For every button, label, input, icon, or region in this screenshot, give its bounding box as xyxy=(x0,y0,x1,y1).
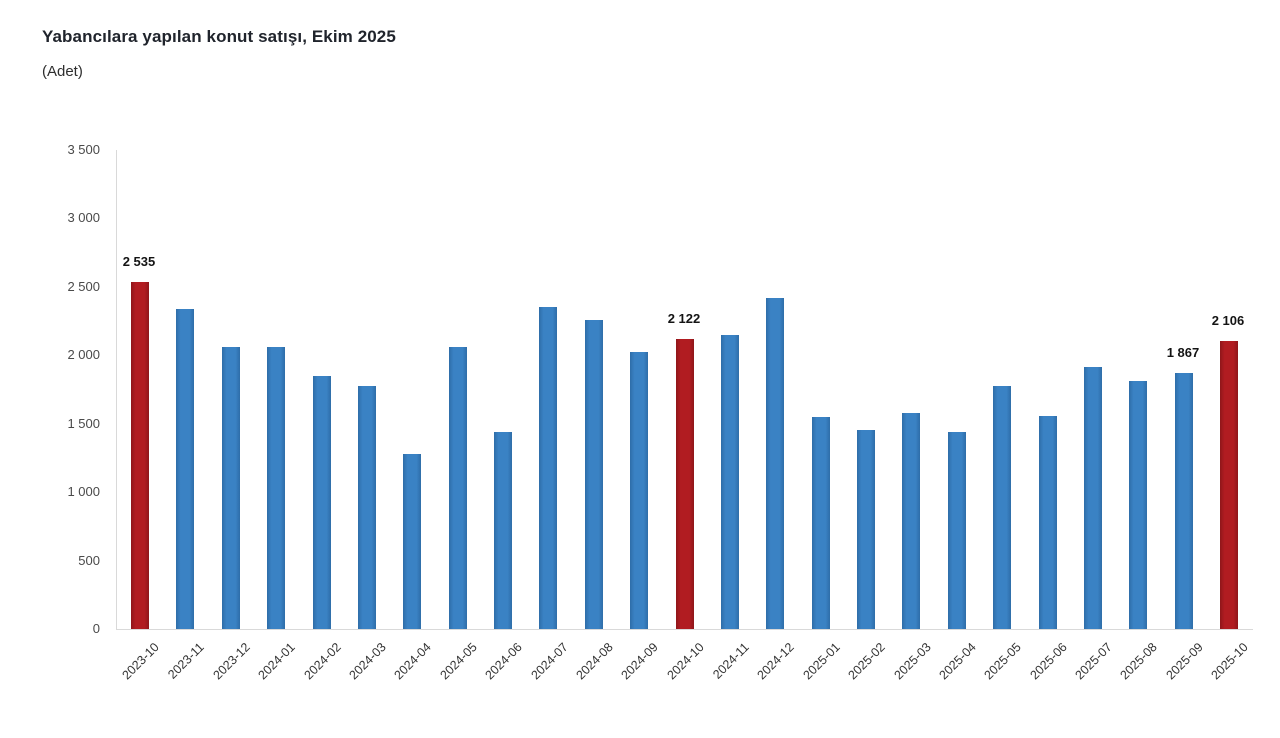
bar-2025-06 xyxy=(1039,416,1057,629)
y-tick-label: 3 500 xyxy=(67,142,100,157)
x-tick-label: 2025-02 xyxy=(845,640,888,683)
bar-2024-10 xyxy=(676,339,694,629)
x-tick-label: 2024-11 xyxy=(710,640,752,682)
x-tick-label: 2024-02 xyxy=(301,640,344,683)
bar-2025-01 xyxy=(812,417,830,629)
y-tick-label: 1 500 xyxy=(67,415,100,431)
x-tick-label: 2024-12 xyxy=(754,640,798,683)
x-tick-label: 2025-03 xyxy=(890,640,934,683)
bar-2025-03 xyxy=(902,413,920,629)
bar-2025-04 xyxy=(948,432,966,629)
bar-2025-10 xyxy=(1220,341,1238,629)
bar-2025-05 xyxy=(993,386,1011,629)
bar-2024-06 xyxy=(494,432,512,629)
x-tick-label: 2023-11 xyxy=(165,640,208,682)
bar-2025-07 xyxy=(1084,367,1102,629)
x-tick-label: 2024-06 xyxy=(482,640,525,683)
x-tick-label: 2025-01 xyxy=(800,640,843,683)
x-tick-label: 2025-05 xyxy=(981,640,1025,683)
bar-2025-02 xyxy=(857,430,875,629)
chart-subtitle: (Adet) xyxy=(42,63,83,80)
bar-value-label-2025-10: 2 106 xyxy=(1211,313,1245,328)
bar-value-label-2024-10: 2 122 xyxy=(667,311,701,326)
x-tick-label: 2025-10 xyxy=(1208,640,1251,683)
bar-chart-plot-area xyxy=(116,150,1253,630)
bar-2024-08 xyxy=(585,320,603,629)
y-tick-label: 0 xyxy=(92,621,100,636)
x-tick-label: 2024-01 xyxy=(255,640,299,683)
x-tick-label: 2024-07 xyxy=(527,640,571,683)
x-tick-label: 2024-09 xyxy=(618,640,662,683)
bar-2024-01 xyxy=(267,347,285,629)
bar-2024-02 xyxy=(313,376,331,629)
bar-2025-08 xyxy=(1129,381,1147,629)
bar-2024-03 xyxy=(358,386,376,629)
bar-2025-09 xyxy=(1175,373,1193,629)
x-tick-label: 2023-12 xyxy=(210,640,253,683)
x-tick-label: 2024-10 xyxy=(664,640,707,683)
bar-2024-11 xyxy=(721,335,739,629)
bar-2024-12 xyxy=(766,298,784,629)
x-tick-label: 2025-08 xyxy=(1117,640,1161,683)
bar-2023-10 xyxy=(131,282,149,629)
x-tick-label: 2025-07 xyxy=(1072,640,1115,683)
x-tick-label: 2024-08 xyxy=(573,640,616,683)
x-tick-label: 2024-03 xyxy=(346,640,389,683)
bar-2024-07 xyxy=(539,307,557,629)
y-tick-label: 1 000 xyxy=(67,484,100,500)
bar-value-label-2025-09: 1 867 xyxy=(1166,345,1200,360)
bar-2023-11 xyxy=(176,309,194,629)
y-tick-label: 2 500 xyxy=(67,278,100,294)
bar-2024-05 xyxy=(449,347,467,629)
y-tick-label: 2 000 xyxy=(67,347,100,363)
x-tick-label: 2023-10 xyxy=(119,640,162,683)
bar-2023-12 xyxy=(222,347,240,629)
bar-value-label-2023-10: 2 535 xyxy=(122,254,156,269)
x-tick-label: 2025-06 xyxy=(1027,640,1070,683)
chart-title: Yabancılara yapılan konut satışı, Ekim 2… xyxy=(42,27,396,46)
bar-2024-04 xyxy=(403,454,421,629)
x-tick-label: 2025-04 xyxy=(936,640,979,683)
y-tick-label: 3 000 xyxy=(67,210,100,226)
x-tick-label: 2025-09 xyxy=(1163,640,1206,683)
x-tick-label: 2024-04 xyxy=(391,640,435,683)
x-tick-label: 2024-05 xyxy=(437,640,480,683)
y-tick-label: 500 xyxy=(78,552,100,568)
bar-2024-09 xyxy=(630,352,648,629)
